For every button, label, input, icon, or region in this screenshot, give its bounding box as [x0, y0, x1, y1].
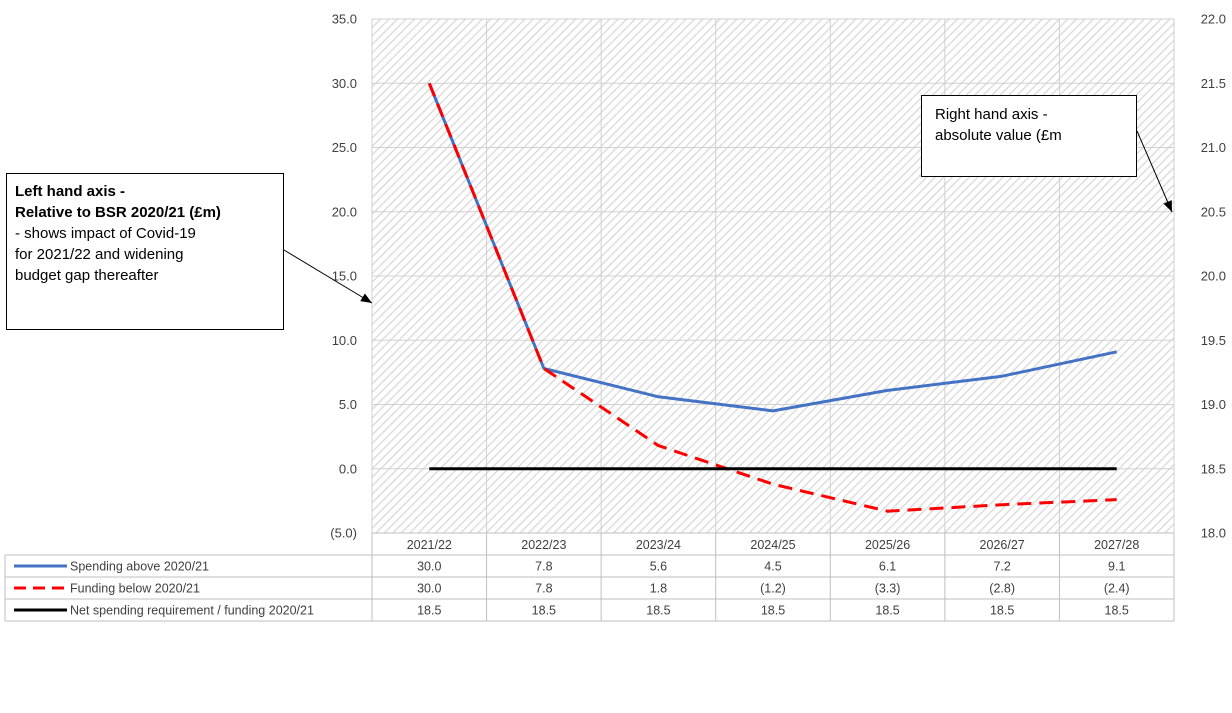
left-axis: 35.0 30.0 25.0 20.0 15.0 10.0 5.0 0.0 (5.0): [330, 12, 357, 541]
right-axis: 22.0 21.5 21.0 20.5 20.0 19.5 19.0 18.5 18.0: [1201, 12, 1226, 541]
right-callout-arrow-head: [1163, 200, 1172, 212]
data-label: 18.5: [1105, 604, 1129, 618]
left-callout-arrow-head: [360, 293, 372, 303]
right-callout-line-1: Right hand axis -: [935, 106, 1048, 123]
data-label: 7.8: [535, 582, 552, 596]
left-axis-tick-label: (5.0): [330, 526, 357, 541]
left-callout-bold-line-2: Relative to BSR 2020/21 (£m): [15, 204, 221, 221]
left-callout-line-3: budget gap thereafter: [15, 267, 159, 284]
data-label: 5.6: [650, 560, 667, 574]
category-label: 2026/27: [980, 538, 1025, 552]
left-axis-tick-label: 25.0: [332, 140, 357, 155]
right-axis-tick-label: 21.0: [1201, 140, 1226, 155]
right-axis-tick-label: 21.5: [1201, 76, 1226, 91]
right-axis-tick-label: 20.0: [1201, 269, 1226, 284]
right-axis-tick-label: 20.5: [1201, 204, 1226, 219]
right-callout-line-2: absolute value (£m: [935, 127, 1062, 144]
data-label: 30.0: [417, 560, 441, 574]
data-label: 18.5: [990, 604, 1014, 618]
series-line-1: [427, 82, 1118, 413]
data-label: (2.8): [989, 582, 1015, 596]
data-label: 18.5: [646, 604, 670, 618]
right-axis-tick-label: 22.0: [1201, 12, 1226, 27]
data-label: 6.1: [879, 560, 896, 574]
callout-arrows: [283, 130, 1173, 304]
left-axis-tick-label: 35.0: [332, 12, 357, 27]
data-label: 1.8: [650, 582, 667, 596]
left-axis-tick-label: 5.0: [339, 397, 357, 412]
data-label: 18.5: [875, 604, 899, 618]
left-axis-tick-label: 15.0: [332, 269, 357, 284]
data-label: 30.0: [417, 582, 441, 596]
category-label: 2021/22: [407, 538, 452, 552]
data-label: (2.4): [1104, 582, 1130, 596]
data-label: 4.5: [764, 560, 781, 574]
left-axis-callout: Left hand axis - Relative to BSR 2020/21…: [6, 173, 284, 330]
right-axis-tick-label: 19.0: [1201, 397, 1226, 412]
data-label: 18.5: [532, 604, 556, 618]
left-axis-tick-label: 0.0: [339, 461, 357, 476]
left-axis-tick-label: 20.0: [332, 204, 357, 219]
right-axis-tick-label: 18.5: [1201, 461, 1226, 476]
data-label: (1.2): [760, 582, 786, 596]
data-table: 2021/22 2022/23 2023/24 2024/25 2025/26 2026/…: [4, 532, 1175, 622]
series-lines: [427, 82, 1118, 513]
left-callout-bold-line-1: Left hand axis -: [15, 183, 126, 200]
category-label: 2025/26: [865, 538, 910, 552]
data-label: 18.5: [761, 604, 785, 618]
category-label: 2022/23: [521, 538, 566, 552]
data-label: 9.1: [1108, 560, 1125, 574]
data-label: 7.8: [535, 560, 552, 574]
right-axis-tick-label: 18.0: [1201, 526, 1226, 541]
legend-label-2: Funding below 2020/21: [70, 582, 200, 596]
left-callout-line-1: - shows impact of Covid-19: [15, 225, 196, 242]
right-axis-tick-label: 19.5: [1201, 333, 1226, 348]
left-axis-tick-label: 30.0: [332, 76, 357, 91]
right-axis-callout: Right hand axis - absolute value (£m: [921, 95, 1137, 177]
category-label: 2027/28: [1094, 538, 1139, 552]
left-callout-line-2: for 2021/22 and widening: [15, 246, 184, 263]
category-label: 2024/25: [750, 538, 795, 552]
legend-label-1: Spending above 2020/21: [70, 560, 209, 574]
data-label: 7.2: [993, 560, 1010, 574]
data-label: 18.5: [417, 604, 441, 618]
series-line-2: [427, 82, 1117, 513]
left-axis-tick-label: 10.0: [332, 333, 357, 348]
left-callout-arrow: [283, 249, 373, 304]
legend-label-3: Net spending requirement / funding 2020/…: [70, 604, 314, 618]
data-label: (3.3): [875, 582, 901, 596]
right-callout-arrow: [1136, 130, 1173, 213]
category-label: 2023/24: [636, 538, 681, 552]
